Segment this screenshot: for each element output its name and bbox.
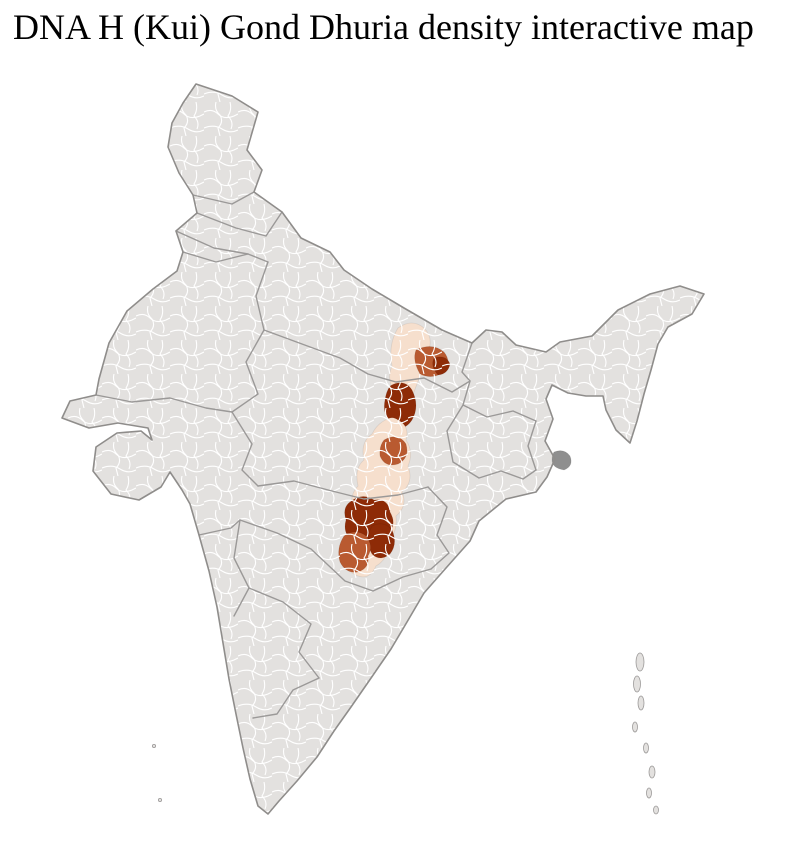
andaman-nicobar-islands[interactable] [632, 652, 659, 815]
lakshadweep-islands[interactable] [151, 744, 162, 803]
state-borders [95, 191, 537, 719]
india-outline [61, 83, 705, 815]
district-density-medium-bottom[interactable] [338, 531, 371, 573]
district-density-medium-middle[interactable] [379, 436, 408, 466]
district-density-high-lower[interactable] [367, 523, 395, 559]
page-title: DNA H (Kui) Gond Dhuria density interact… [13, 7, 754, 47]
